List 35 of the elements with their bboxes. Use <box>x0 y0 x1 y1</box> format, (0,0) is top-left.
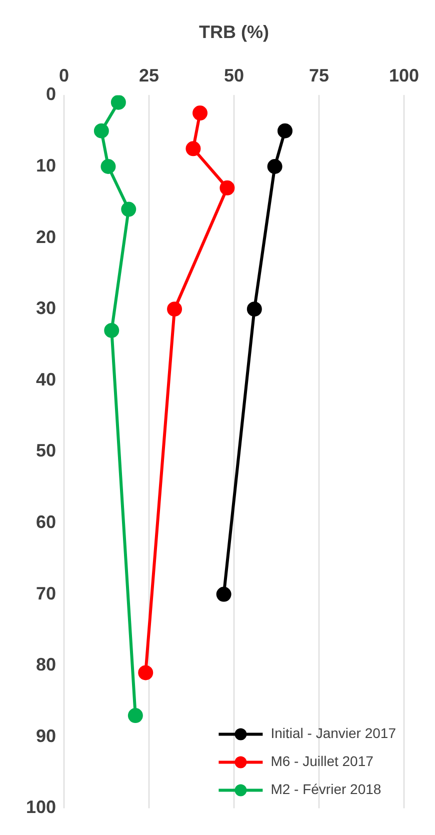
legend-label: M6 - Juillet 2017 <box>270 753 374 770</box>
point <box>100 159 116 174</box>
y-tick-label: 30 <box>36 298 56 318</box>
point <box>220 180 235 196</box>
y-tick-label: 0 <box>46 84 56 104</box>
y-tick-label: 100 <box>26 797 56 818</box>
point <box>94 123 109 138</box>
point <box>104 322 120 338</box>
y-tick-label: 60 <box>36 512 56 532</box>
legend-label: M2 - Février 2018 <box>270 781 382 798</box>
y-tick-label: 40 <box>36 369 56 390</box>
point <box>278 123 292 138</box>
x-tick-label: 75 <box>308 65 330 86</box>
y-tick-label: 50 <box>36 440 56 461</box>
y-tick-label: 10 <box>36 155 56 176</box>
point <box>167 302 182 317</box>
point <box>110 95 126 110</box>
point <box>246 302 262 317</box>
point <box>186 141 201 156</box>
point <box>138 665 154 680</box>
x-tick-label: 50 <box>224 65 244 86</box>
x-tick-label: 100 <box>388 65 420 86</box>
x-tick-label: 0 <box>59 65 70 86</box>
y-tick-label: 90 <box>36 726 56 746</box>
y-tick-label: 20 <box>36 226 56 247</box>
point <box>216 586 232 602</box>
legend-label: Initial - Janvier 2017 <box>270 725 396 742</box>
x-axis-title: TRB (%) <box>199 22 270 42</box>
point <box>128 708 143 724</box>
point <box>192 106 208 121</box>
y-tick-label: 80 <box>36 654 56 675</box>
point <box>121 202 136 217</box>
x-tick-label: 25 <box>139 65 160 86</box>
y-tick-label: 70 <box>36 583 56 604</box>
point <box>267 159 282 174</box>
